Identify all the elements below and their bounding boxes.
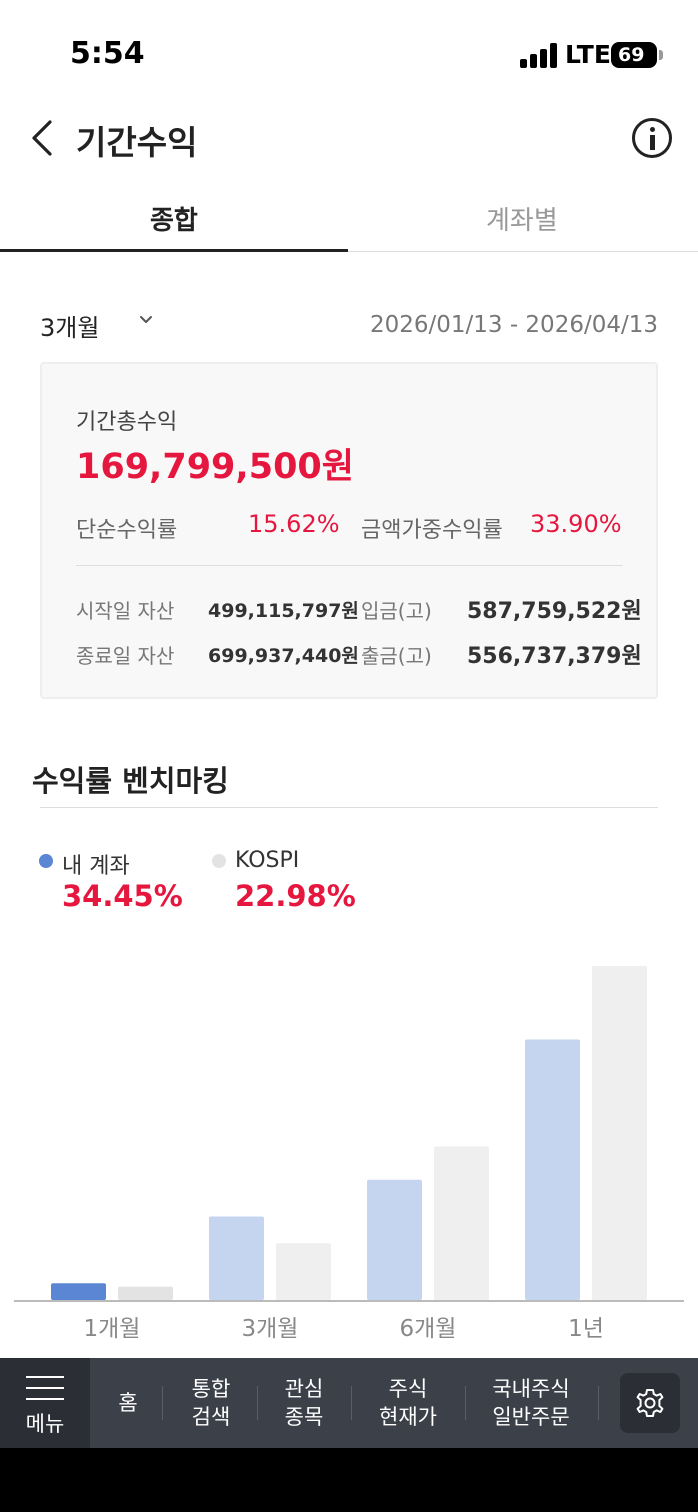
kospi-bar-3 [434,1146,489,1300]
simple-rate-value: 15.62% [248,510,340,538]
active-tab-indicator [0,249,348,252]
my-account-return: 34.45% [62,879,183,913]
kospi-legend-label: KOSPI [235,848,300,873]
info-icon[interactable] [632,118,672,158]
battery-icon: 69 [611,42,663,68]
my-account-legend-label: 내 계좌 [62,854,130,879]
nav-separator [465,1386,466,1420]
summary-card: 기간총수익 169,799,500원 단순수익률 15.62% 금액가중수익률 … [40,362,658,699]
menu-button[interactable]: 메뉴 [0,1358,90,1448]
kospi-bar-4 [592,966,647,1300]
nav-integrated-search[interactable]: 통합 검색 [191,1377,231,1429]
deposit-label: 입금(고) [361,599,432,623]
weighted-rate-value: 33.90% [530,510,622,538]
tab-divider [0,251,698,252]
settings-button[interactable] [620,1373,680,1433]
x-tick-label: 1개월 [84,1316,141,1342]
kospi-return: 22.98% [235,879,356,913]
weighted-rate-label: 금액가중수익률 [361,518,503,543]
tab-by-account[interactable]: 계좌별 [486,206,558,236]
kospi-bar-1 [118,1286,173,1300]
nav-separator [598,1386,599,1420]
my-account-bar-3 [367,1179,422,1300]
my-account-bar-1 [51,1283,106,1300]
nav-home[interactable]: 홈 [118,1391,138,1415]
screen: 5:54 LTE 69 기간수익 종합 계좌별 3개월 2026/01/13 -… [0,0,698,1448]
start-asset-label: 시작일 자산 [76,599,175,623]
total-profit-label: 기간총수익 [76,410,178,435]
date-range: 2026/01/13 - 2026/04/13 [369,312,658,338]
end-asset-label: 종료일 자산 [76,644,175,668]
card-divider [76,565,623,566]
tab-total[interactable]: 종합 [150,206,198,236]
withdrawal-label: 출금(고) [361,644,432,668]
period-dropdown[interactable]: 3개월 [40,314,100,342]
benchmark-title: 수익률 벤치마킹 [32,764,229,798]
deposit-value: 587,759,522원 [467,599,642,624]
kospi-legend-dot [212,854,226,868]
withdrawal-value: 556,737,379원 [467,644,642,669]
status-time: 5:54 [70,36,145,71]
my-account-legend-dot [39,854,53,868]
signal-icon [520,42,558,68]
menu-label: 메뉴 [25,1412,65,1436]
x-tick-label: 1년 [568,1316,604,1342]
my-account-bar-2 [209,1216,264,1300]
x-tick-label: 3개월 [242,1316,299,1342]
gear-icon [636,1389,664,1417]
simple-rate-label: 단순수익률 [76,518,178,543]
network-label: LTE [565,40,611,69]
nav-watchlist[interactable]: 관심 종목 [284,1377,324,1429]
nav-stock-price[interactable]: 주식 현재가 [379,1377,437,1429]
start-asset-value: 499,115,797원 [208,600,359,622]
back-arrow-icon[interactable] [28,118,68,158]
page-title: 기간수익 [76,123,198,162]
battery-level: 69 [618,44,645,66]
nav-separator [162,1386,163,1420]
bottom-nav: 메뉴 홈 통합 검색 관심 종목 주식 현재가 국내주식 일반주문 [0,1358,698,1448]
nav-separator [351,1386,352,1420]
hamburger-icon [26,1376,64,1400]
home-indicator-area [0,1448,698,1512]
chevron-down-icon[interactable] [138,312,154,328]
kospi-bar-2 [276,1243,331,1300]
total-profit-value: 169,799,500원 [76,447,354,487]
x-tick-label: 6개월 [400,1316,457,1342]
my-account-bar-4 [525,1039,580,1300]
nav-separator [257,1386,258,1420]
nav-domestic-order[interactable]: 국내주식 일반주문 [492,1377,570,1429]
benchmark-divider [40,807,658,808]
end-asset-value: 699,937,440원 [208,645,359,667]
benchmark-bar-chart: 1개월 3개월 6개월 1년 [14,966,684,1342]
